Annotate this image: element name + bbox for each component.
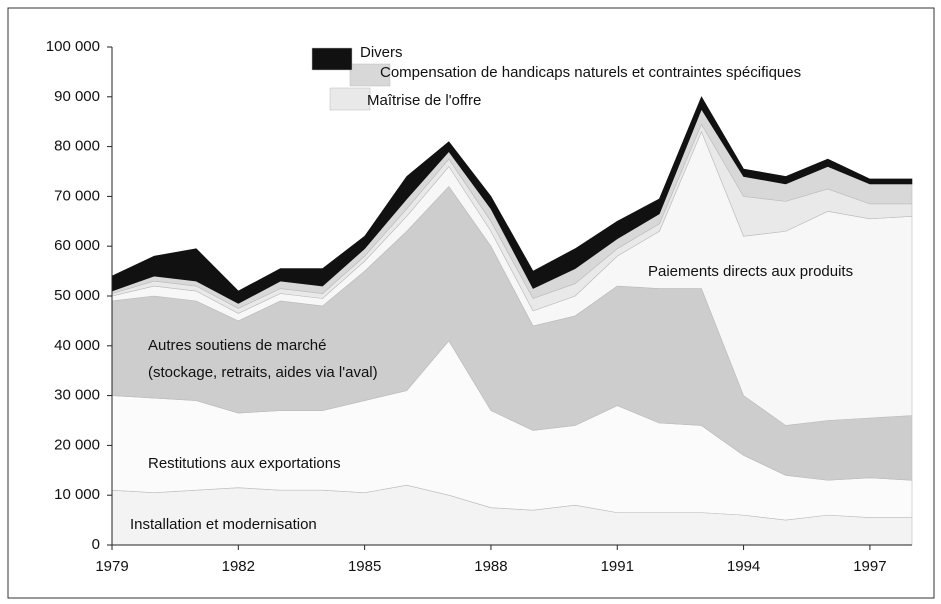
area: [111, 96, 913, 304]
series-label: Installation et modernisation: [130, 516, 317, 533]
y-tick-label: 80 000: [54, 138, 100, 155]
x-tick-label: 1997: [853, 558, 886, 575]
legend-label: Compensation de handicaps naturels et co…: [380, 64, 801, 81]
x-tick-label: 1988: [474, 558, 507, 575]
y-tick-label: 30 000: [54, 387, 100, 404]
legend-label: Divers: [360, 44, 403, 61]
y-tick-label: 60 000: [54, 237, 100, 254]
y-tick-label: 20 000: [54, 436, 100, 453]
y-tick-label: 100 000: [46, 38, 100, 55]
frame: [7, 7, 935, 599]
y-tick-label: 90 000: [54, 88, 100, 105]
x-tick-label: 1979: [95, 558, 128, 575]
legend-swatch: [349, 63, 391, 87]
x-tick-label: 1994: [727, 558, 760, 575]
legend-swatch: [311, 47, 353, 71]
series-label: Restitutions aux exportations: [148, 455, 341, 472]
x-tick-label: 1985: [348, 558, 381, 575]
y-tick-label: 50 000: [54, 287, 100, 304]
series-label: Autres soutiens de marché (stockage, ret…: [148, 337, 378, 381]
legend-swatch: [329, 87, 371, 111]
y-tick-label: 70 000: [54, 187, 100, 204]
y-tick-label: 40 000: [54, 337, 100, 354]
legend-label: Maîtrise de l'offre: [367, 92, 481, 109]
y-tick-label: 10 000: [54, 486, 100, 503]
x-tick-label: 1991: [601, 558, 634, 575]
series-label: Paiements directs aux produits: [648, 263, 854, 280]
y-tick-label: 0: [92, 536, 100, 553]
x-tick-label: 1982: [222, 558, 255, 575]
